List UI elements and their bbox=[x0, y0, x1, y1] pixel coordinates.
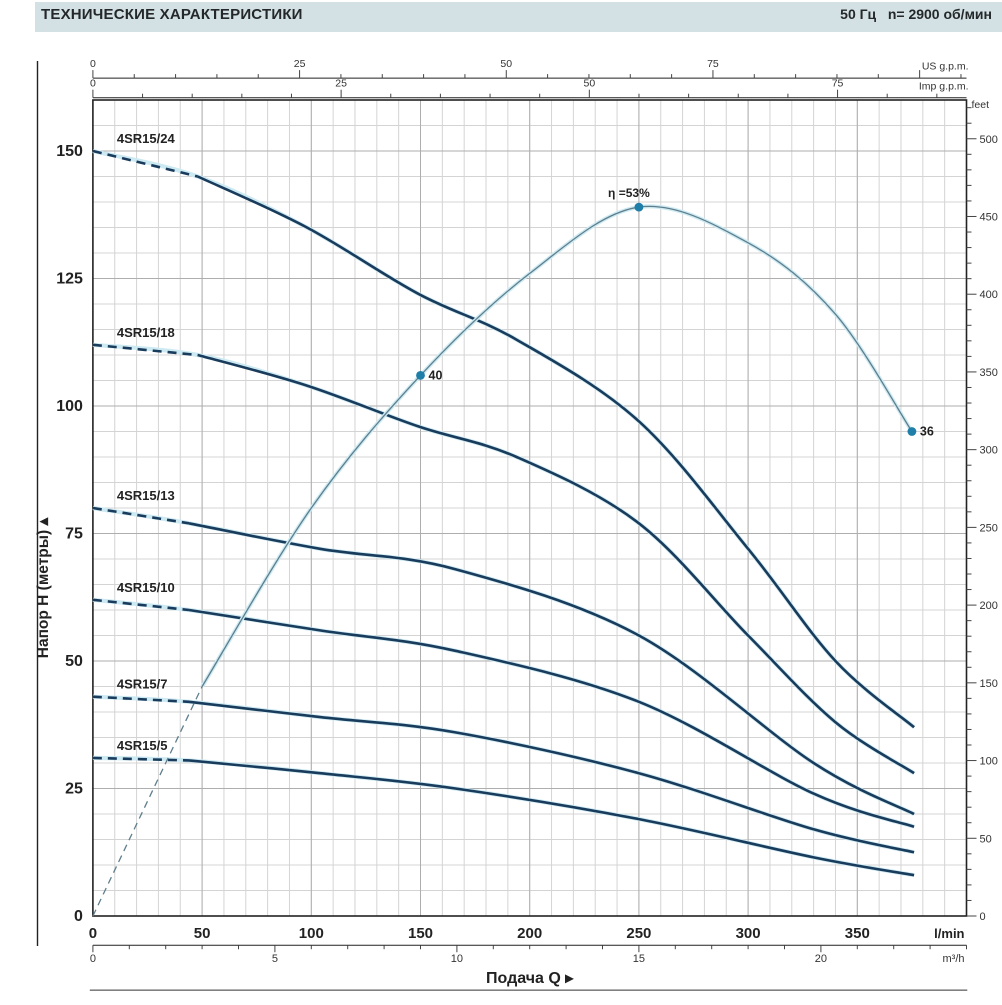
svg-text:25: 25 bbox=[65, 781, 83, 798]
svg-text:η =53%: η =53% bbox=[608, 186, 650, 200]
svg-text:4SR15/5: 4SR15/5 bbox=[117, 738, 168, 753]
svg-text:4SR15/13: 4SR15/13 bbox=[117, 488, 175, 503]
svg-text:4SR15/10: 4SR15/10 bbox=[117, 580, 175, 595]
svg-text:0: 0 bbox=[90, 58, 96, 70]
svg-text:150: 150 bbox=[980, 678, 998, 690]
svg-text:0: 0 bbox=[89, 925, 97, 942]
svg-text:75: 75 bbox=[65, 526, 83, 543]
svg-text:25: 25 bbox=[335, 78, 347, 90]
svg-text:Подача Q ▸: Подача Q ▸ bbox=[486, 970, 574, 987]
svg-text:450: 450 bbox=[980, 211, 998, 223]
svg-text:feet: feet bbox=[972, 99, 990, 111]
svg-text:125: 125 bbox=[56, 271, 83, 288]
svg-text:Напор Н (метры) ▴: Напор Н (метры) ▴ bbox=[35, 517, 52, 659]
svg-text:100: 100 bbox=[56, 398, 83, 415]
svg-text:50: 50 bbox=[65, 653, 83, 670]
svg-text:150: 150 bbox=[408, 925, 433, 942]
svg-text:0: 0 bbox=[90, 953, 96, 965]
svg-text:50: 50 bbox=[583, 78, 595, 90]
svg-text:100: 100 bbox=[299, 925, 324, 942]
svg-text:500: 500 bbox=[980, 134, 998, 146]
svg-text:200: 200 bbox=[980, 600, 998, 612]
svg-text:75: 75 bbox=[707, 58, 719, 70]
svg-text:50: 50 bbox=[980, 833, 992, 845]
svg-text:250: 250 bbox=[626, 925, 651, 942]
svg-text:0: 0 bbox=[90, 78, 96, 90]
svg-text:50: 50 bbox=[194, 925, 211, 942]
svg-text:4SR15/18: 4SR15/18 bbox=[117, 325, 175, 340]
svg-text:0: 0 bbox=[980, 911, 986, 923]
svg-text:20: 20 bbox=[815, 953, 827, 965]
svg-text:200: 200 bbox=[517, 925, 542, 942]
svg-text:350: 350 bbox=[980, 367, 998, 379]
svg-text:300: 300 bbox=[736, 925, 761, 942]
svg-text:Imp g.p.m.: Imp g.p.m. bbox=[919, 81, 969, 93]
svg-text:300: 300 bbox=[980, 445, 998, 457]
svg-text:0: 0 bbox=[74, 908, 83, 925]
svg-text:150: 150 bbox=[56, 143, 83, 160]
svg-text:250: 250 bbox=[980, 522, 998, 534]
svg-text:l/min: l/min bbox=[934, 926, 964, 941]
svg-text:5: 5 bbox=[272, 953, 278, 965]
svg-text:40: 40 bbox=[429, 368, 443, 382]
svg-text:25: 25 bbox=[294, 58, 306, 70]
svg-text:100: 100 bbox=[980, 756, 998, 768]
svg-text:4SR15/24: 4SR15/24 bbox=[117, 131, 176, 146]
svg-text:US g.p.m.: US g.p.m. bbox=[922, 61, 969, 73]
svg-text:50: 50 bbox=[500, 58, 512, 70]
svg-text:4SR15/7: 4SR15/7 bbox=[117, 677, 168, 692]
svg-text:m³/h: m³/h bbox=[943, 953, 965, 965]
svg-text:36: 36 bbox=[920, 425, 934, 439]
svg-text:10: 10 bbox=[451, 953, 463, 965]
svg-text:350: 350 bbox=[845, 925, 870, 942]
svg-text:75: 75 bbox=[832, 78, 844, 90]
svg-text:400: 400 bbox=[980, 289, 998, 301]
svg-text:15: 15 bbox=[633, 953, 645, 965]
